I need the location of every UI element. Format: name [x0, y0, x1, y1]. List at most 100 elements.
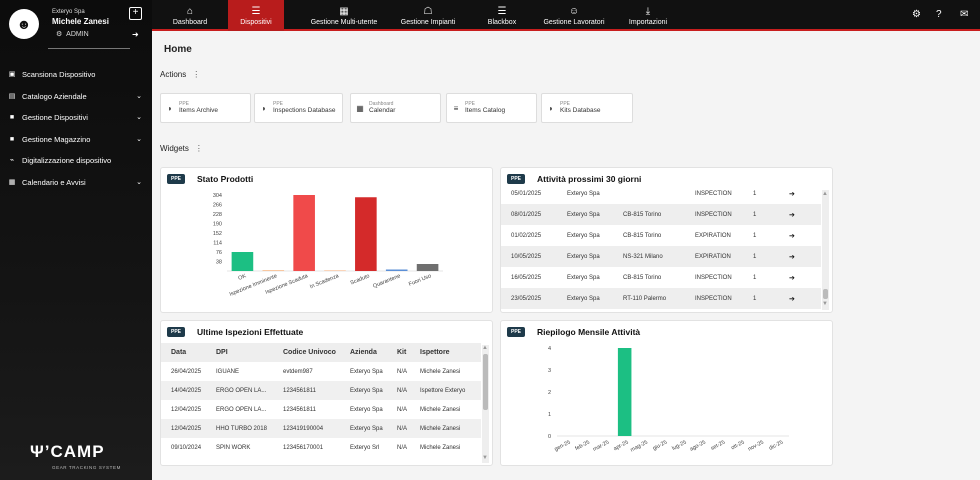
- shield-icon: ◗: [167, 103, 173, 113]
- cell-company: Exteryo Spa: [567, 274, 600, 281]
- table-row[interactable]: 16/05/2025 Exteryo Spa CB-815 Torino INSPEC…: [501, 267, 821, 288]
- column-header[interactable]: Codice Univoco: [283, 349, 336, 356]
- action-text: PPE Kits Database: [560, 101, 600, 115]
- table-row[interactable]: 10/05/2025 Exteryo Spa NS-321 Milano EXPIRA…: [501, 246, 821, 267]
- sidebar-item-calendario-e-avvisi[interactable]: ▦ Calendario e Avvisi ⌄: [0, 174, 152, 190]
- column-header[interactable]: DPI: [216, 349, 228, 356]
- bar[interactable]: [416, 264, 439, 271]
- card-title: Ultime Ispezioni Effettuate: [197, 327, 304, 337]
- action-items-archive[interactable]: ◗ PPE Items Archive: [160, 93, 251, 123]
- action-kits-database[interactable]: ◗ PPE Kits Database: [541, 93, 633, 123]
- arrow-right-icon[interactable]: ➔: [789, 253, 795, 261]
- chevron-down-icon[interactable]: ⌄: [136, 93, 142, 100]
- chevron-down-icon[interactable]: ⌄: [136, 179, 142, 186]
- cell-site: CB-815 Torino: [623, 232, 662, 239]
- scrollbar[interactable]: [822, 190, 829, 310]
- nav-blackbox[interactable]: ☰ Blackbox: [472, 0, 532, 31]
- bar[interactable]: [355, 197, 377, 271]
- table-row[interactable]: 23/05/2025 Exteryo Spa RT-110 Palermo INSPE…: [501, 288, 821, 309]
- help-icon[interactable]: ?: [936, 9, 942, 20]
- table-cell: Ispettore Exteryo: [420, 387, 466, 394]
- cell-site: CB-815 Torino: [623, 274, 662, 281]
- action-calendar[interactable]: ▦ Dashboard Calendar: [350, 93, 441, 123]
- more-icon[interactable]: ⋮: [192, 70, 201, 79]
- sidebar-item-label: Digitalizzazione dispositivo: [22, 155, 112, 165]
- action-category: PPE: [179, 101, 190, 107]
- cell-qty: 1: [753, 253, 757, 260]
- list-icon: ☰: [251, 5, 261, 17]
- table-row[interactable]: 12/04/2025 HHO TURBO 2018 123419190004 Exte…: [161, 419, 481, 438]
- table-row[interactable]: 26/04/2025 IGUANE evtdem987 Exteryo Spa N/A M…: [161, 362, 481, 381]
- arrow-right-icon[interactable]: ➔: [789, 295, 795, 303]
- riepilogo-chart: 0 1 2 3 4 gen-25 feb-25 mar-25 apr-25 mag-25 giu-2…: [548, 346, 789, 454]
- column-header[interactable]: Data: [171, 349, 187, 356]
- nav-label: Gestione Impianti: [400, 18, 456, 26]
- bar[interactable]: [231, 252, 254, 271]
- scroll-up-icon[interactable]: ▲: [482, 345, 488, 351]
- cell-date: 10/05/2025: [511, 253, 542, 260]
- nav-gestione-impianti[interactable]: ☖ Gestione Impianti: [384, 0, 472, 31]
- table-cell: 14/04/2025: [171, 387, 202, 394]
- more-icon[interactable]: ⋮: [194, 144, 203, 153]
- scrollbar-thumb[interactable]: [823, 289, 828, 299]
- settings-icon[interactable]: ⚙: [912, 9, 921, 20]
- ppe-badge: PPE: [167, 174, 186, 184]
- scroll-up-icon[interactable]: ▲: [822, 191, 828, 197]
- sidebar-item-gestione-dispositivi[interactable]: ■ Gestione Dispositivi ⌄: [0, 109, 152, 125]
- x-tick-label: feb-25: [574, 439, 591, 452]
- column-header[interactable]: Ispettore: [420, 349, 450, 356]
- chevron-down-icon[interactable]: ⌄: [136, 136, 142, 143]
- bar[interactable]: [385, 269, 408, 272]
- cell-qty: 1: [753, 232, 757, 239]
- arrow-right-icon[interactable]: ➔: [789, 232, 795, 240]
- arrow-right-icon[interactable]: ➔: [789, 274, 795, 282]
- avatar[interactable]: ☻: [9, 9, 39, 39]
- nav-dashboard[interactable]: ⌂ Dashboard: [152, 0, 228, 31]
- arrow-right-icon[interactable]: ➔: [789, 211, 795, 219]
- table-row[interactable]: 08/01/2025 Exteryo Spa CB-815 Torino INSPEC…: [501, 204, 821, 225]
- chat-icon[interactable]: ✉: [960, 9, 969, 20]
- table-row[interactable]: 01/02/2025 Exteryo Spa CB-815 Torino EXPIRA…: [501, 225, 821, 246]
- sidebar-item-gestione-magazzino[interactable]: ■ Gestione Magazzino ⌄: [0, 131, 152, 147]
- action-label: Inspections Database: [273, 107, 336, 114]
- sidebar-item-catalogo-aziendale[interactable]: ▤ Catalogo Aziendale ⌄: [0, 88, 152, 104]
- table-cell: Exteryo Spa: [350, 406, 383, 413]
- y-tick-label: 190: [213, 222, 222, 228]
- bar[interactable]: [617, 348, 632, 436]
- table-cell: Michele Zanesi: [420, 368, 461, 375]
- scrollbar-thumb[interactable]: [483, 354, 488, 410]
- nav-gestione-multi-utente[interactable]: ▦ Gestione Multi-utente: [304, 0, 384, 31]
- table-cell: ERGO OPEN LA...: [216, 387, 267, 394]
- bar[interactable]: [324, 270, 346, 271]
- table-row[interactable]: 05/01/2025 Exteryo Spa INSPECTION 1 ➔: [501, 183, 821, 204]
- table-row[interactable]: 09/10/2024 SPIN WORK 123456170001 Exteryo S…: [161, 438, 481, 457]
- table-header: Data DPI Codice Univoco Azienda Kit Ispettore: [161, 343, 481, 362]
- sidebar-item-label: Calendario e Avvisi: [22, 177, 86, 187]
- chevron-down-icon[interactable]: ⌄: [136, 114, 142, 121]
- logout-icon[interactable]: ➜: [132, 30, 139, 39]
- action-inspections-database[interactable]: ◗ PPE Inspections Database: [254, 93, 343, 123]
- add-button[interactable]: +: [129, 7, 142, 20]
- table-row[interactable]: 12/04/2025 ERGO OPEN LA... 1234561811 Exter…: [161, 400, 481, 419]
- table-row[interactable]: 14/04/2025 ERGO OPEN LA... 1234561811 Exter…: [161, 381, 481, 400]
- x-tick-label: lug-25: [671, 439, 687, 451]
- nav-dispositivi[interactable]: ☰ Dispositivi: [228, 0, 284, 31]
- table-cell: HHO TURBO 2018: [216, 425, 267, 432]
- column-header[interactable]: Azienda: [350, 349, 377, 356]
- action-items-catalog[interactable]: ≡ PPE Items Catalog: [446, 93, 537, 123]
- sidebar-item-digitalizzazione-dispositivo[interactable]: ⌁ Digitalizzazione dispositivo: [0, 152, 152, 168]
- scroll-down-icon[interactable]: ▼: [482, 455, 488, 461]
- cell-date: 16/05/2025: [511, 274, 542, 281]
- column-header[interactable]: Kit: [397, 349, 407, 356]
- riepilogo-card: PPE Riepilogo Mensile Attività 0 1 2 3 4 gen-2…: [500, 320, 833, 466]
- nav-importazioni[interactable]: ⤓ Importazioni: [616, 0, 680, 31]
- cell-company: Exteryo Spa: [567, 232, 600, 239]
- sidebar-item-scansiona-dispositivo[interactable]: ▣ Scansiona Dispositivo: [0, 66, 152, 82]
- scroll-down-icon[interactable]: ▼: [822, 301, 828, 307]
- arrow-right-icon[interactable]: ➔: [789, 190, 795, 198]
- bar[interactable]: [262, 270, 285, 271]
- table-cell: ERGO OPEN LA...: [216, 406, 267, 413]
- nav-gestione-lavoratori[interactable]: ☺ Gestione Lavoratori: [532, 0, 616, 31]
- bar[interactable]: [293, 195, 315, 271]
- y-tick-label: 228: [213, 212, 222, 218]
